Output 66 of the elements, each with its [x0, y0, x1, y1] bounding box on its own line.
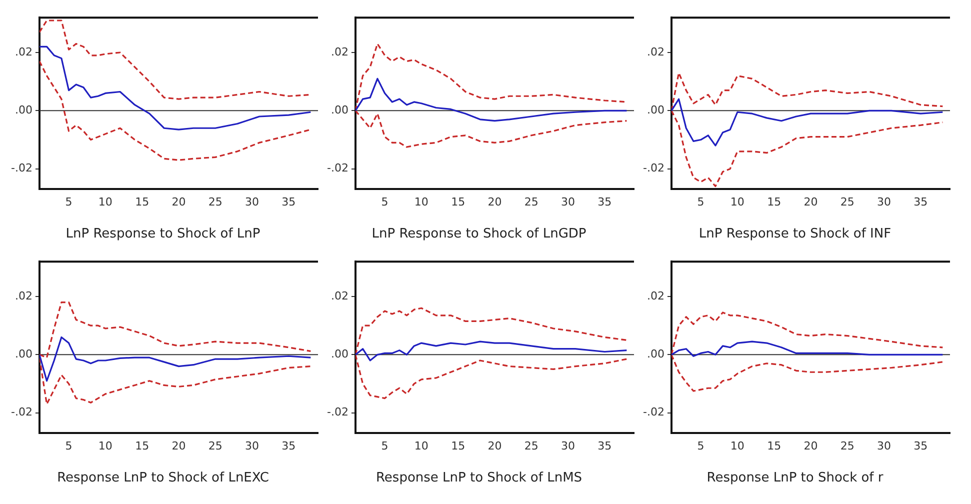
y-tick-label: .02 [330, 45, 348, 58]
y-tick-label: .00 [14, 348, 32, 361]
y-tick-label: .02 [330, 289, 348, 302]
x-tick-label: 20 [804, 196, 818, 209]
x-tick-label: 20 [804, 440, 818, 453]
x-tick-label: 10 [730, 440, 744, 453]
x-tick-label: 15 [767, 196, 782, 209]
y-tick-label: .02 [14, 45, 32, 58]
x-tick-label: 35 [282, 196, 296, 209]
text: LnP Response to Shock of LnGDP [372, 226, 586, 242]
x-tick-label: 30 [245, 196, 260, 209]
y-tick-label: .00 [330, 104, 348, 117]
x-tick-label: 5 [65, 440, 72, 453]
x-tick-label: 30 [561, 440, 576, 453]
y-tick-label: .02 [646, 289, 664, 302]
y-tick-label: .02 [14, 289, 32, 302]
x-tick-label: 30 [877, 440, 892, 453]
x-tick-label: 10 [730, 196, 744, 209]
text: Response LnP to Shock of LnMS [376, 470, 582, 486]
y-tick-label: .00 [646, 104, 664, 117]
x-tick-label: 25 [840, 196, 854, 209]
x-tick-label: 10 [414, 440, 428, 453]
x-tick-label: 5 [65, 196, 72, 209]
x-tick-label: 25 [524, 440, 538, 453]
text: LnP Response to Shock of INF [698, 226, 892, 242]
y-tick-label: -.02 [326, 162, 348, 175]
x-tick-label: 10 [98, 196, 112, 209]
x-tick-label: 25 [840, 440, 854, 453]
x-tick-label: 25 [524, 196, 538, 209]
text: Response LnP to Shock of r [706, 470, 884, 486]
x-tick-label: 25 [208, 196, 222, 209]
x-tick-label: 30 [561, 196, 576, 209]
x-tick-label: 35 [598, 196, 612, 209]
x-tick-label: 15 [135, 196, 150, 209]
y-tick-label: -.02 [10, 162, 32, 175]
x-tick-label: 10 [98, 440, 112, 453]
text: Response LnP to Shock of LnEXC [57, 470, 269, 486]
x-tick-label: 5 [697, 440, 704, 453]
y-tick-label: .00 [14, 104, 32, 117]
x-tick-label: 30 [877, 196, 892, 209]
x-tick-label: 35 [282, 440, 296, 453]
x-tick-label: 15 [451, 440, 466, 453]
text: LnP Response to Shock of LnP [66, 226, 260, 242]
y-tick-label: -.02 [642, 162, 664, 175]
x-tick-label: 5 [381, 440, 388, 453]
y-tick-label: .02 [646, 45, 664, 58]
x-tick-label: 35 [914, 440, 928, 453]
x-tick-label: 15 [135, 440, 150, 453]
x-tick-label: 20 [488, 440, 502, 453]
x-tick-label: 20 [488, 196, 502, 209]
x-tick-label: 5 [381, 196, 388, 209]
x-tick-label: 35 [914, 196, 928, 209]
x-tick-label: 20 [172, 196, 186, 209]
y-tick-label: -.02 [642, 406, 664, 419]
x-tick-label: 20 [172, 440, 186, 453]
x-tick-label: 15 [767, 440, 782, 453]
x-tick-label: 35 [598, 440, 612, 453]
y-tick-label: -.02 [326, 406, 348, 419]
x-tick-label: 15 [451, 196, 466, 209]
y-tick-label: .00 [330, 348, 348, 361]
x-tick-label: 5 [697, 196, 704, 209]
x-tick-label: 30 [245, 440, 260, 453]
y-tick-label: .00 [646, 348, 664, 361]
y-tick-label: -.02 [10, 406, 32, 419]
x-tick-label: 10 [414, 196, 428, 209]
x-tick-label: 25 [208, 440, 222, 453]
